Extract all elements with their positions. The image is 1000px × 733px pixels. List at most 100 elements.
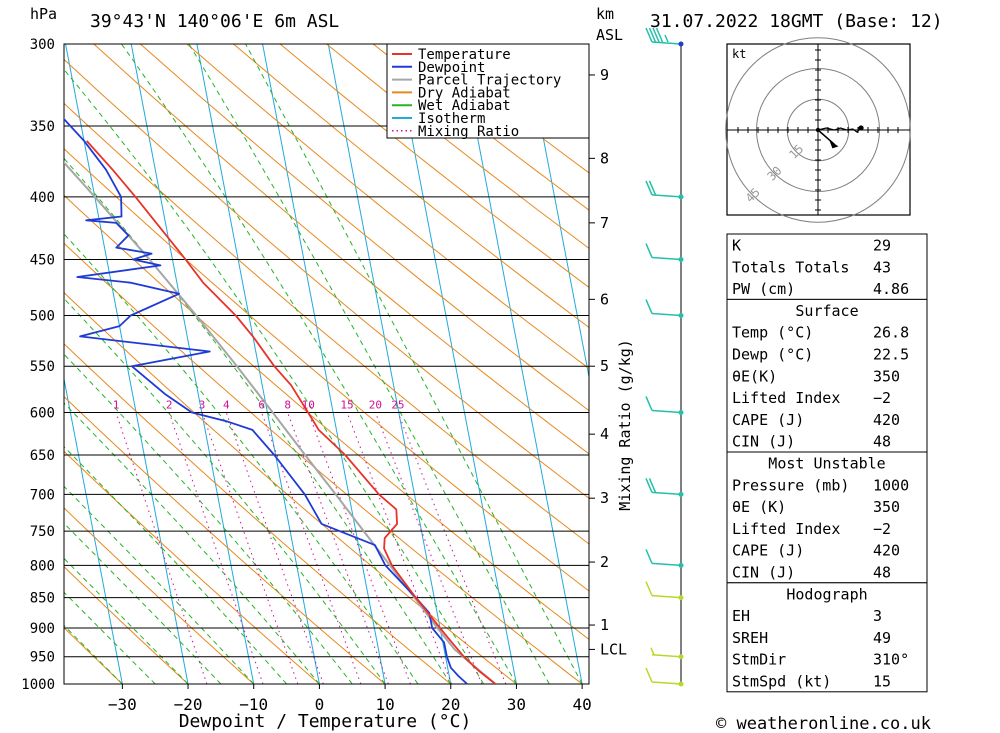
indices-value: 420 [873, 542, 900, 560]
temperature-line [86, 140, 496, 684]
legend-box [386, 43, 590, 139]
wind-barb [645, 581, 684, 601]
indices-value: 1000 [873, 476, 909, 494]
km-tick-label: 2 [600, 553, 609, 571]
pressure-tick-label: 600 [30, 405, 55, 421]
mixing-ratio-line [115, 412, 208, 684]
wet-adiabat-line [64, 557, 189, 684]
wet-adiabat-line [121, 44, 517, 684]
storm-motion-arrowhead [829, 140, 839, 149]
legend-label: Wet Adiabat [418, 98, 511, 114]
mixing-ratio-line [261, 412, 362, 684]
temperature-tick-label: 30 [507, 695, 526, 714]
isotherm-line [524, 44, 589, 380]
temperature-tick-label: −30 [108, 695, 137, 714]
wet-adiabat-line [64, 522, 222, 684]
mixing-ratio-label: 4 [223, 398, 230, 411]
datetime-title: 31.07.2022 18GMT (Base: 12) [650, 11, 943, 32]
indices-value: 48 [873, 564, 891, 582]
mixing-ratio-line [168, 412, 264, 684]
dry-adiabat-line [64, 566, 189, 684]
wet-adiabat-line [64, 157, 452, 684]
wind-barb-dot [678, 491, 684, 497]
location-title: 39°43'N 140°06'E 6m ASL [90, 11, 339, 32]
indices-value: 48 [873, 433, 891, 451]
indices-value: 22.5 [873, 346, 909, 364]
wind-barb [645, 396, 684, 415]
indices-label: EH [732, 607, 750, 625]
dry-adiabat-line [93, 44, 589, 455]
isotherm-line [591, 44, 714, 684]
plot-area: 1 2 3 4 6 8 10 15 20 25 3003504004505005506006507… [21, 37, 714, 714]
pressure-tick-label: 900 [30, 621, 55, 637]
isotherm-line [327, 44, 452, 684]
indices-label: Lifted Index [732, 520, 840, 538]
wind-barbs [645, 27, 684, 687]
indices-value: 49 [873, 629, 891, 647]
temperature-tick-label: 10 [375, 695, 394, 714]
indices-label: SREH [732, 629, 768, 647]
indices-value: 4.86 [873, 280, 909, 298]
indices-group-box [726, 451, 928, 584]
legend-label: Parcel Trajectory [418, 73, 561, 89]
wet-adiabat-line [245, 44, 583, 684]
wind-barb [645, 299, 684, 319]
indices-value: 310° [873, 651, 909, 669]
mixing-ratio-label: 1 [113, 398, 120, 411]
legend-label: Isotherm [418, 111, 485, 127]
indices-group-box [726, 298, 928, 453]
km-tick-label: 3 [600, 489, 609, 507]
hodograph-trace [817, 127, 862, 133]
pressure-tick-label: 400 [30, 190, 55, 206]
pressure-tick-label: 1000 [21, 677, 55, 693]
height-unit: km [596, 5, 614, 23]
pressure-tick-label: 550 [30, 359, 55, 375]
temperature-tick-label: −10 [239, 695, 268, 714]
isotherm-line [196, 44, 320, 684]
wind-barb [645, 180, 684, 200]
dry-adiabat-line [64, 343, 452, 684]
indices-value: −2 [873, 389, 891, 407]
mixing-ratio-label: 20 [369, 398, 382, 411]
legend-label: Temperature [418, 47, 511, 63]
indices-label: StmDir [732, 651, 786, 669]
pressure-tick-label: 800 [30, 558, 55, 574]
indices-label: Dewp (°C) [732, 346, 813, 364]
pressure-tick-label: 650 [30, 448, 55, 464]
height-ref: ASL [596, 26, 623, 44]
indices-group-box [726, 582, 928, 693]
wet-adiabat-line [64, 233, 419, 684]
parcel-trajectory-line [64, 160, 497, 684]
indices-label: Lifted Index [732, 389, 840, 407]
pressure-tick-label: 700 [30, 487, 55, 503]
wind-barb-dot [678, 681, 684, 687]
mixing-ratio-line [225, 412, 324, 684]
indices-label: Totals Totals [732, 258, 849, 276]
indices-group-title: Hodograph [786, 585, 867, 603]
pressure-tick-label: 950 [30, 650, 55, 666]
pressure-tick-label: 450 [30, 253, 55, 269]
mixing-ratio-line [201, 412, 299, 684]
indices-group-title: Most Unstable [768, 455, 885, 473]
km-tick-label: 6 [600, 290, 609, 308]
km-tick-label: 5 [600, 357, 609, 375]
indices-value: 43 [873, 258, 891, 276]
km-tick-label: 4 [600, 425, 609, 443]
wet-adiabat-line [64, 591, 156, 684]
isotherm-line [262, 44, 386, 684]
plot-frame [63, 43, 590, 685]
isotherm-line [130, 44, 255, 684]
indices-label: PW (cm) [732, 280, 795, 298]
indices-label: CIN (J) [732, 564, 795, 582]
dry-adiabat-line [186, 44, 589, 370]
wet-adiabat-line [64, 485, 255, 684]
mixing-ratio-label: 6 [258, 398, 265, 411]
mixing-ratio-line [346, 412, 453, 684]
km-tick-label: 9 [600, 66, 609, 84]
wind-barb-dot [678, 595, 684, 601]
hodograph-unit: kt [732, 47, 746, 61]
dry-adiabat-line [64, 507, 255, 684]
wind-barb-dot [678, 194, 684, 200]
pressure-tick-label: 750 [30, 524, 55, 540]
